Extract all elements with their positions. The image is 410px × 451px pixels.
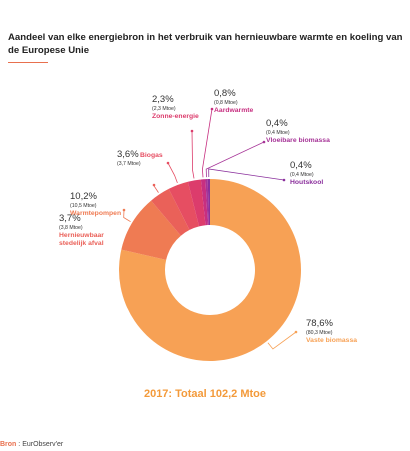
source-separator: : <box>16 441 23 448</box>
category-label-warmtepompen: Warmtepompen <box>70 210 121 217</box>
slice-biogas <box>168 181 200 230</box>
leader-line-aardwarmte <box>201 108 213 178</box>
category-label-houtskool: Houtskool <box>290 179 323 186</box>
category-label-hernieuwbaar-stedelijk-afval: stedelijk afval <box>59 240 104 247</box>
value-label-aardwarmte: (0,8 Mtoe) <box>214 100 238 106</box>
percent-label-vaste-biomassa: 78,6% <box>306 318 333 329</box>
leader-dot-aardwarmte <box>210 107 214 111</box>
percent-label-hernieuwbaar-stedelijk-afval: 3,7% <box>59 213 81 224</box>
leader-dot-warmtepompen <box>122 208 126 212</box>
leader-line-houtskool <box>208 168 285 181</box>
leader-dot-vaste-biomassa <box>294 330 298 334</box>
percent-label-zonne-energie: 2,3% <box>152 94 174 105</box>
slice-zonne-energie <box>187 179 206 227</box>
category-label-aardwarmte: Aardwarmte <box>214 107 254 114</box>
chart-total: 2017: Totaal 102,2 Mtoe <box>143 388 267 400</box>
source-label: Bron <box>0 441 17 448</box>
source-value: EurObserv'er <box>22 441 64 448</box>
leader-dot-zonne-energie <box>190 129 194 133</box>
slice-aardwarmte <box>200 179 208 226</box>
leader-line-vloeibare-biomassa <box>205 141 265 178</box>
category-label-biogas: Biogas <box>140 152 163 159</box>
category-label-vaste-biomassa: Vaste biomassa <box>306 337 357 344</box>
chart-title: Aandeel van elke energiebron in het verb… <box>8 32 403 56</box>
value-label-zonne-energie: (2,3 Mtoe) <box>152 106 176 112</box>
leader-lines <box>122 107 298 350</box>
value-label-warmtepompen: (10,5 Mtoe) <box>70 203 97 209</box>
leader-line-vaste-biomassa <box>267 331 297 350</box>
percent-label-biogas: 3,6% <box>117 149 139 160</box>
source-note: Bron : EurObserv'er <box>0 441 63 448</box>
slice-vloeibare-biomassa <box>205 179 209 226</box>
leader-line-biogas <box>167 162 178 184</box>
percent-label-vloeibare-biomassa: 0,4% <box>266 118 288 129</box>
slice-warmtepompen <box>121 200 181 260</box>
slice-hernieuwbaar-stedelijk-afval <box>151 188 190 236</box>
value-label-vloeibare-biomassa: (0,4 Mtoe) <box>266 130 290 136</box>
leader-line-hernieuwbaar-stedelijk-afval <box>153 185 159 193</box>
category-label-hernieuwbaar-stedelijk-afval: Hernieuwbaar <box>59 232 104 239</box>
leader-dot-vloeibare-biomassa <box>262 140 266 144</box>
percent-label-houtskool: 0,4% <box>290 160 312 171</box>
percent-label-warmtepompen: 10,2% <box>70 191 97 202</box>
donut-slices <box>119 179 302 361</box>
value-label-hernieuwbaar-stedelijk-afval: (3,8 Mtoe) <box>59 225 83 231</box>
leader-line-warmtepompen <box>123 209 131 223</box>
value-label-vaste-biomassa: (80,3 Mtoe) <box>306 330 333 336</box>
leader-dot-houtskool <box>282 178 286 182</box>
slice-houtskool <box>207 179 210 226</box>
slice-labels: 78,6%(80,3 Mtoe)Vaste biomassa 10,2%(10,5… <box>59 88 357 344</box>
leader-dot-biogas <box>166 161 170 165</box>
value-label-biogas: (3,7 Mtoe) <box>117 161 141 167</box>
leader-line-zonne-energie <box>191 130 195 179</box>
leader-dot-hernieuwbaar-stedelijk-afval <box>152 183 156 187</box>
value-label-houtskool: (0,4 Mtoe) <box>290 172 314 178</box>
percent-label-aardwarmte: 0,8% <box>214 88 236 99</box>
slice-vaste-biomassa <box>119 179 302 361</box>
category-label-zonne-energie: Zonne-energie <box>152 113 199 120</box>
category-label-vloeibare-biomassa: Vloeibare biomassa <box>266 137 330 144</box>
title-underline <box>8 62 48 63</box>
